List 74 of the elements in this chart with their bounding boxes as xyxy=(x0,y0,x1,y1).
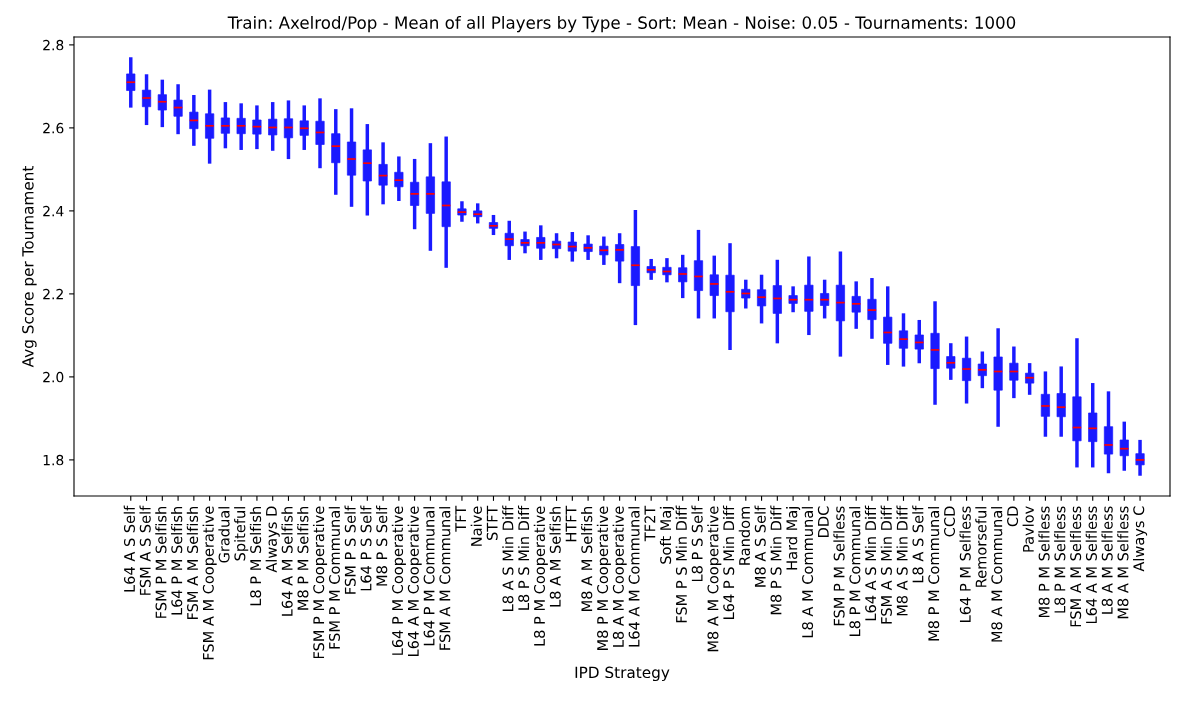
x-axis-title: IPD Strategy xyxy=(575,666,670,682)
x-tick-label: FSM A S Self xyxy=(139,505,151,595)
x-tick-label: FSM A M Communal xyxy=(439,507,451,650)
x-tick-label: L64 P S Min Diff xyxy=(722,505,735,619)
x-tick-label: FSM A S Min Diff xyxy=(880,505,892,624)
x-tick-label: L64 A M Selfless xyxy=(1085,506,1097,624)
x-tick-label: FSM P M Selfish xyxy=(155,506,167,618)
x-tick-label: Pavlov xyxy=(1022,506,1034,552)
x-tick-label: L8 A M Cooperative xyxy=(612,506,627,647)
x-tick-label: L8 P S Self xyxy=(691,505,703,582)
x-tick-label: Random xyxy=(738,506,751,565)
x-tick-label: L64 A S Min Diff xyxy=(864,505,877,621)
y-tick-label: 1.8 xyxy=(43,454,64,466)
x-tick-label: Spiteful xyxy=(234,507,249,561)
x-tick-label: Always D xyxy=(265,506,280,573)
x-tick-label: CCD xyxy=(944,506,956,537)
x-tick-label: L64 A S Self xyxy=(123,505,135,592)
x-tick-label: Hard Maj xyxy=(786,507,801,570)
x-tick-label: Gradual xyxy=(218,507,230,563)
x-tick-label: L8 P M Selfish xyxy=(249,506,262,606)
y-tick-label: 2.4 xyxy=(43,205,64,217)
x-tick-label: L64 A M Cooperative xyxy=(407,506,422,656)
x-tick-label: FSM A M Selfish xyxy=(186,506,199,620)
x-tick-label: L64 P M Selfless xyxy=(959,506,971,622)
x-tick-label: M8 P M Communal xyxy=(927,507,940,641)
x-tick-label: L64 P S Self xyxy=(360,505,372,591)
x-tick-label: L8 P M Communal xyxy=(849,507,861,636)
x-tick-label: CD xyxy=(1007,506,1019,527)
x-tick-label: M8 P S Min Diff xyxy=(770,505,782,615)
x-tick-label: DDC xyxy=(817,506,829,537)
x-tick-label: M8 A M Cooperative xyxy=(707,506,722,652)
x-tick-label: FSM A M Cooperative xyxy=(202,506,217,660)
x-tick-label: M8 P M Selfless xyxy=(1038,506,1050,618)
x-tick-label: Always C xyxy=(1132,506,1148,572)
x-tick-label: FSM P M Communal xyxy=(328,507,341,649)
x-tick-label: TF2T xyxy=(644,505,656,542)
x-tick-label: M8 A S Self xyxy=(754,505,766,587)
x-tick-label: M8 A S Min Diff xyxy=(896,505,908,616)
x-tick-label: L64 A M Selfish xyxy=(281,506,293,616)
x-tick-label: M8 A M Selfish xyxy=(581,506,593,611)
x-tick-label: L8 A S Min Diff xyxy=(502,505,514,611)
x-tick-label: FSM P S Self xyxy=(344,505,356,594)
x-tick-label: HTFT xyxy=(565,505,577,542)
x-tick-label: M8 P S Self xyxy=(376,505,388,586)
x-tick-label: Naive xyxy=(470,506,482,546)
x-tick-label: FSM P M Cooperative xyxy=(312,506,328,659)
x-tick-label: L8 A M Selfish xyxy=(549,506,561,607)
x-tick-label: FSM P S Min Diff xyxy=(675,505,687,623)
x-tick-label: L8 P M Selfless xyxy=(1054,506,1066,613)
x-tick-label: L64 A M Communal xyxy=(628,507,640,647)
x-tick-label: FSM A M Selfless xyxy=(1069,506,1082,627)
x-tick-label: L8 A M Communal xyxy=(801,507,814,638)
x-tick-label: L8 P M Cooperative xyxy=(533,506,548,646)
x-tick-label: TFT xyxy=(455,505,466,532)
x-tick-label: FSM P M Selfless xyxy=(833,506,845,626)
x-tick-label: M8 P M Selfish xyxy=(297,506,309,610)
x-tick-label: M8 A M Communal xyxy=(991,507,1003,642)
x-tick-label: M8 P M Cooperative xyxy=(596,506,611,650)
x-tick-label: L8 A S Self xyxy=(912,505,924,583)
x-tick-label: Remorseful xyxy=(975,507,987,587)
y-tick-label: 2.8 xyxy=(43,39,64,51)
y-tick-label: 2.6 xyxy=(43,122,64,134)
x-tick-label: M8 A M Selfless xyxy=(1117,506,1129,619)
y-axis-title: Avg Score per Tournament xyxy=(22,165,37,368)
x-tick-label: L8 P S Min Diff xyxy=(517,505,530,610)
x-tick-label: L64 P M Selfish xyxy=(171,506,183,615)
y-tick-label: 2.0 xyxy=(43,371,64,383)
x-tick-label: L8 A M Selfless xyxy=(1101,506,1113,614)
x-tick-label: L64 P M Cooperative xyxy=(391,506,406,655)
x-tick-label: Soft Maj xyxy=(659,507,674,564)
x-tick-label: STFT xyxy=(486,505,498,540)
x-tick-label: L64 P M Communal xyxy=(423,507,435,646)
chart-title: Train: Axelrod/Pop - Mean of all Players by Type - Sort: Mean - Noise: 0.05 - Tournaments: 1000 xyxy=(227,16,1016,33)
y-tick-label: 2.2 xyxy=(43,288,63,300)
